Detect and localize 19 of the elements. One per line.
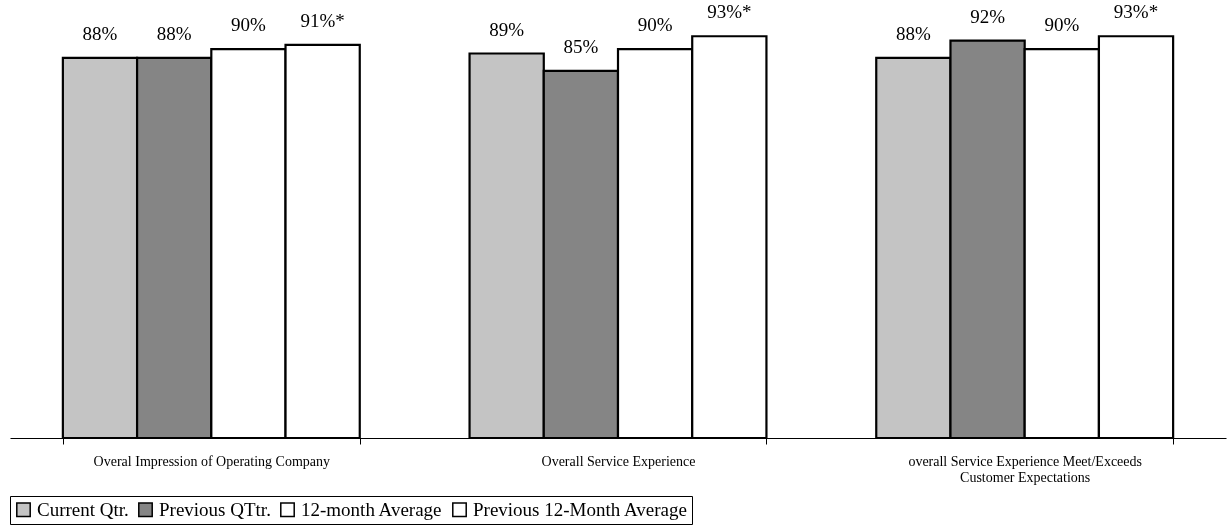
x-tick-label: Overall Service Experience — [541, 453, 696, 469]
data-label: 89% — [489, 18, 525, 40]
x-tick-label: overall Service Experience Meet/Exceeds Customer Expectations — [908, 453, 1142, 485]
x-tick-label: Overal Impression of Operating Company — [93, 453, 331, 469]
data-label: 91%* — [300, 9, 345, 31]
data-label: 88% — [156, 22, 192, 44]
data-label: 92% — [970, 5, 1006, 27]
data-label: 85% — [563, 35, 599, 57]
legend-label: Previous QTtr. — [159, 498, 271, 520]
data-label: 88% — [895, 22, 931, 44]
data-label: 90% — [637, 14, 673, 36]
data-label: 93%* — [1113, 1, 1159, 23]
data-label: 88% — [82, 22, 118, 44]
legend-label: Current Qtr. — [37, 498, 129, 520]
data-label: 90% — [231, 14, 267, 36]
data-label: 93%* — [707, 1, 752, 23]
legend-label: Previous 12-Month Average — [473, 498, 687, 520]
legend-label: 12-month Average — [301, 498, 442, 520]
data-label: 90% — [1044, 14, 1080, 36]
